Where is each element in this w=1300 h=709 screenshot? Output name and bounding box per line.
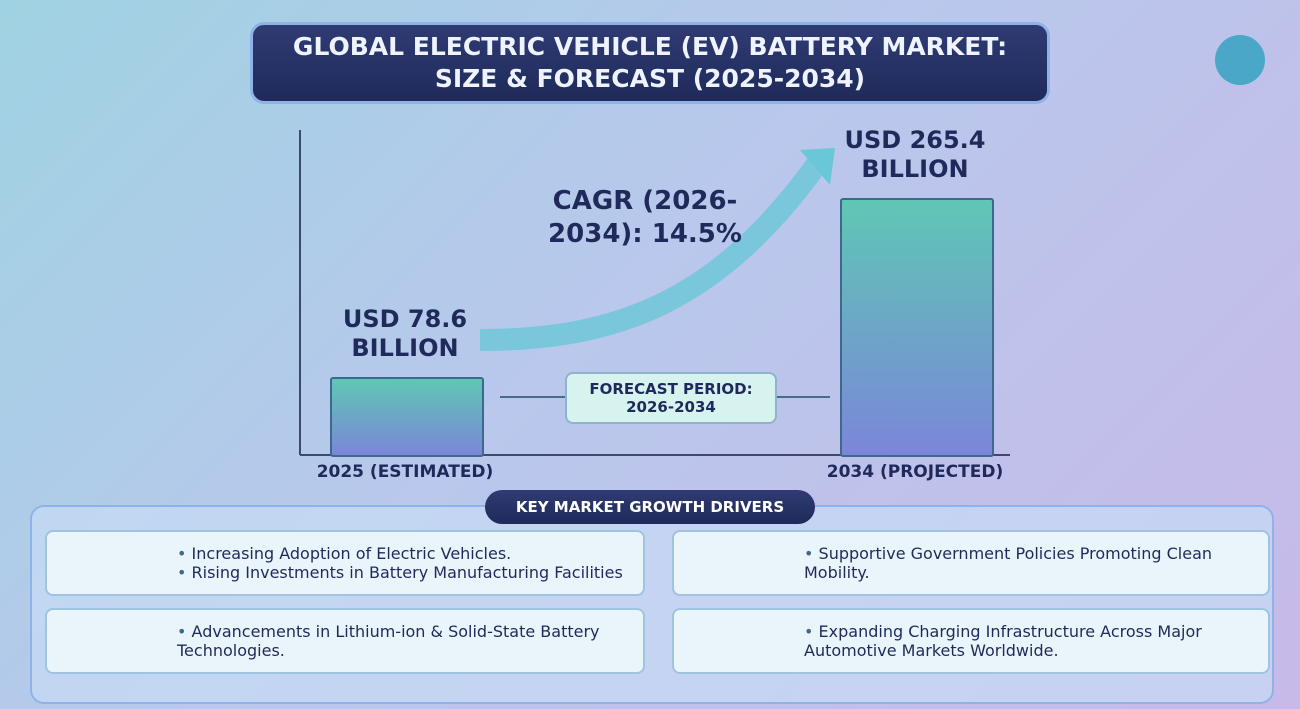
driver-item: Supportive Government Policies Promoting… bbox=[804, 544, 1258, 582]
driver-box: Increasing Adoption of Electric Vehicles… bbox=[45, 530, 645, 596]
driver-box: Advancements in Lithium-ion & Solid-Stat… bbox=[45, 608, 645, 674]
driver-box: Supportive Government Policies Promoting… bbox=[672, 530, 1270, 596]
cagr-annotation: CAGR (2026-2034): 14.5% bbox=[548, 186, 742, 249]
driver-item: Rising Investments in Battery Manufactur… bbox=[177, 563, 633, 582]
value-label: USD 78.6 BILLION bbox=[342, 305, 468, 363]
forecast-period: FORECAST PERIOD: 2026-2034 bbox=[565, 372, 777, 424]
driver-item: Advancements in Lithium-ion & Solid-Stat… bbox=[177, 622, 633, 660]
title: GLOBAL ELECTRIC VEHICLE (EV) BATTERY MAR… bbox=[250, 22, 1050, 104]
x-tick-label: 2034 (PROJECTED) bbox=[826, 462, 1004, 482]
bar bbox=[330, 377, 484, 457]
driver-box: Expanding Charging Infrastructure Across… bbox=[672, 608, 1270, 674]
driver-item: Increasing Adoption of Electric Vehicles… bbox=[177, 544, 633, 563]
driver-item: Expanding Charging Infrastructure Across… bbox=[804, 622, 1258, 660]
drivers-title: KEY MARKET GROWTH DRIVERS bbox=[485, 490, 815, 524]
value-label: USD 265.4 BILLION bbox=[844, 126, 986, 183]
bar bbox=[840, 198, 994, 457]
x-tick-label: 2025 (ESTIMATED) bbox=[316, 462, 494, 482]
